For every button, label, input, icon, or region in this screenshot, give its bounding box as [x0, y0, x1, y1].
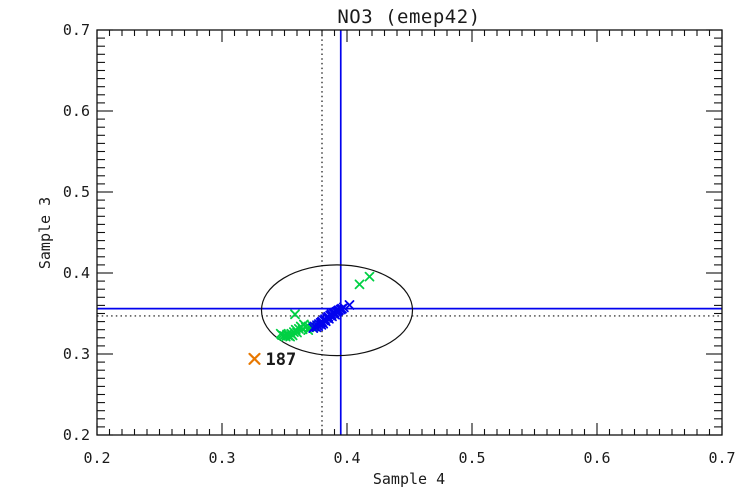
chart-title: NO3 (emep42): [337, 6, 480, 28]
data-point-green: [364, 271, 375, 282]
data-point-blue: [338, 302, 349, 313]
y-axis-label: Sample 3: [36, 197, 54, 269]
data-point-green: [354, 279, 365, 290]
y-axis-tick-label: 0.7: [63, 21, 90, 39]
data-point-green: [290, 309, 300, 320]
x-axis-tick-label: 0.7: [708, 449, 735, 467]
y-axis-tick-label: 0.5: [63, 183, 90, 201]
x-axis-label: Sample 4: [373, 470, 445, 488]
x-axis-tick-label: 0.5: [458, 449, 485, 467]
axis-box: [96, 29, 723, 436]
data-point-green: [290, 324, 301, 335]
y-axis-tick-label: 0.3: [63, 345, 90, 363]
plot-area: 187 0.2 0.3 0.4 0.5 0.6 0.7 0.2 0.3 0.4 0.5 0.6 0.7: [63, 21, 736, 467]
data-point-outlier: [248, 352, 261, 365]
y-axis-tick-label: 0.4: [63, 264, 90, 282]
y-axis-tick-label: 0.6: [63, 102, 90, 120]
x-axis-tick-label: 0.3: [208, 449, 235, 467]
outlier-label: 187: [266, 350, 297, 370]
x-axis-tick-label: 0.2: [83, 449, 110, 467]
confidence-ellipse: [260, 264, 414, 357]
data-point-blue: [344, 300, 355, 310]
y-axis-tick-label: 0.2: [63, 426, 90, 444]
x-axis-tick-label: 0.4: [333, 449, 360, 467]
x-axis-tick-label: 0.6: [583, 449, 610, 467]
